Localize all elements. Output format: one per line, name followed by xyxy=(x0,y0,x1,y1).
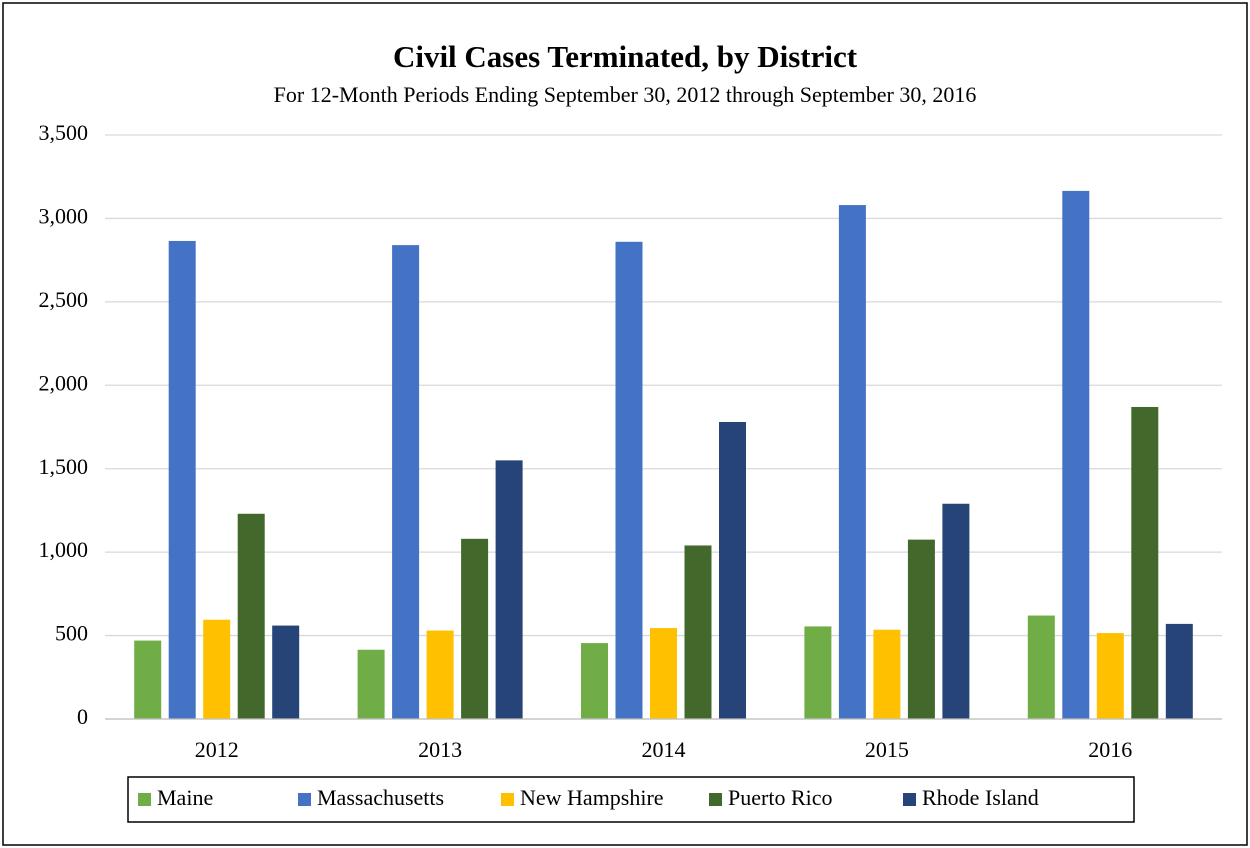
legend-label: Puerto Rico xyxy=(728,785,833,810)
legend-box xyxy=(127,776,1135,823)
bar xyxy=(1096,633,1124,719)
x-tick-label: 2013 xyxy=(418,737,462,762)
bar xyxy=(719,421,746,719)
legend-swatch xyxy=(903,793,916,806)
bar xyxy=(426,630,454,719)
bar xyxy=(495,460,523,719)
legend-label: Maine xyxy=(157,785,213,810)
bar xyxy=(1165,623,1193,719)
legend-label: Massachusetts xyxy=(317,785,444,810)
legend-swatch xyxy=(709,793,722,806)
bar xyxy=(134,640,162,719)
bar xyxy=(907,539,935,719)
y-tick-label: 2,000 xyxy=(39,370,89,395)
legend-swatch xyxy=(298,793,311,806)
bar xyxy=(804,626,832,719)
bar xyxy=(838,205,866,719)
bar xyxy=(392,245,420,719)
legend-swatch xyxy=(501,793,514,806)
bar xyxy=(1131,406,1159,719)
bar xyxy=(942,503,970,719)
chart-title: Civil Cases Terminated, by District xyxy=(393,39,858,74)
bar xyxy=(272,625,300,719)
bar xyxy=(650,628,677,719)
bar xyxy=(1027,615,1055,719)
legend-label: Rhode Island xyxy=(922,785,1039,810)
x-tick-label: 2016 xyxy=(1088,737,1132,762)
x-tick-label: 2014 xyxy=(642,737,686,762)
y-tick-label: 3,000 xyxy=(39,203,89,228)
chart-subtitle: For 12-Month Periods Ending September 30… xyxy=(274,82,977,107)
y-tick-label: 0 xyxy=(77,704,88,729)
bar xyxy=(461,538,489,719)
bar xyxy=(168,240,196,719)
bar xyxy=(203,619,231,719)
bar xyxy=(237,513,265,719)
bar xyxy=(684,545,712,719)
y-tick-label: 1,500 xyxy=(39,454,89,479)
legend-swatch xyxy=(138,793,151,806)
y-tick-label: 3,500 xyxy=(39,120,89,145)
y-tick-label: 500 xyxy=(55,621,88,646)
bar xyxy=(357,649,385,719)
x-tick-label: 2015 xyxy=(865,737,909,762)
y-tick-label: 1,000 xyxy=(39,537,89,562)
x-tick-label: 2012 xyxy=(195,737,239,762)
bar xyxy=(581,643,608,719)
bar xyxy=(873,629,901,719)
bar xyxy=(1062,190,1090,719)
bar xyxy=(615,241,643,719)
legend-label: New Hampshire xyxy=(520,785,664,810)
y-tick-label: 2,500 xyxy=(39,287,89,312)
